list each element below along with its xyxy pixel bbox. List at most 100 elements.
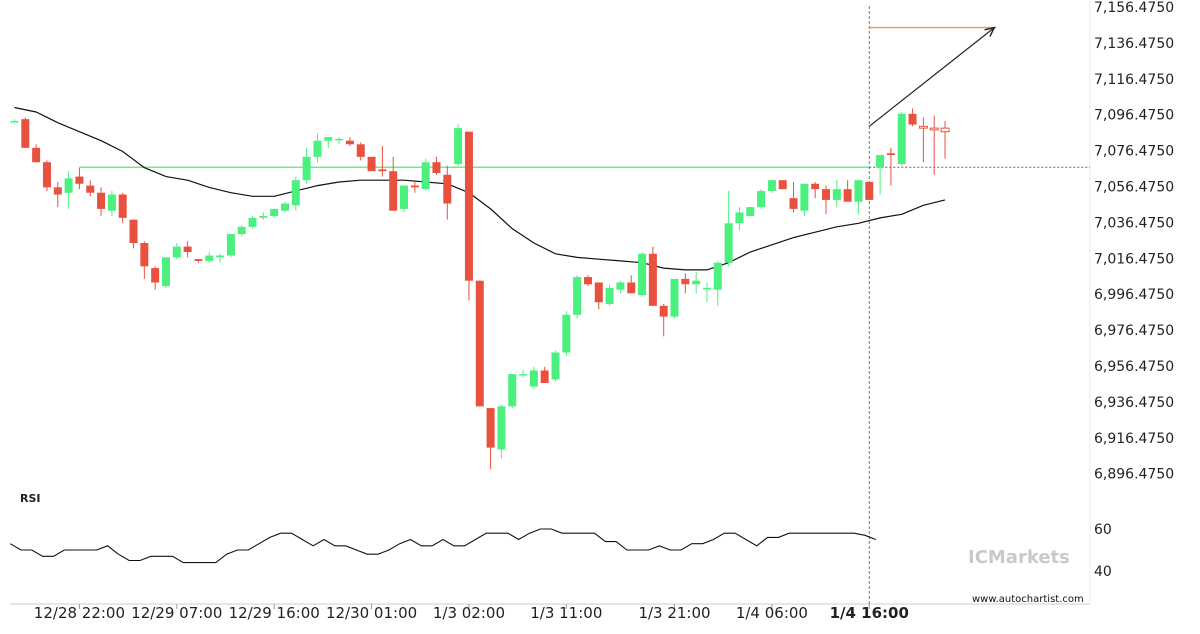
forecast-arrow-shaft	[868, 27, 995, 127]
candle	[335, 137, 344, 145]
candle-body	[529, 370, 538, 387]
candle	[97, 187, 106, 217]
price-tick-label: 7,096.4750	[1094, 108, 1174, 124]
candle-body	[778, 180, 787, 190]
candle-body	[270, 208, 279, 217]
candle	[897, 111, 906, 166]
candle-body	[822, 189, 830, 200]
candle-body	[443, 174, 452, 204]
rsi-title: RSI	[20, 492, 41, 505]
candle	[918, 117, 928, 163]
candle-body	[918, 125, 928, 129]
candle	[540, 366, 549, 384]
candle-body	[583, 277, 592, 285]
candle	[53, 181, 62, 208]
candle	[140, 241, 149, 279]
candle-body	[508, 374, 517, 407]
candle	[32, 144, 41, 163]
candle-body	[389, 171, 398, 211]
candle	[107, 190, 116, 217]
candle	[886, 147, 895, 186]
price-tick-label: 6,896.4750	[1094, 467, 1174, 483]
candle-body	[897, 113, 906, 165]
candle	[389, 156, 398, 211]
candle	[908, 108, 917, 127]
candle-body	[562, 314, 571, 353]
candle	[345, 137, 354, 147]
candle	[10, 119, 19, 123]
candle	[161, 257, 170, 288]
rsi-panel: RSI 60 40	[9, 492, 1112, 580]
candle	[648, 246, 657, 306]
time-tick-label: 1/4 06:00	[736, 604, 808, 622]
candle	[421, 158, 430, 191]
candle	[21, 117, 30, 148]
forecast-arrow-head	[984, 26, 996, 37]
candle-body	[86, 185, 95, 193]
candle	[486, 408, 495, 470]
candle	[551, 350, 560, 382]
levels	[79, 6, 1090, 604]
candle-body	[42, 162, 51, 188]
candle	[129, 219, 138, 249]
candle	[681, 273, 690, 294]
candle-body	[97, 192, 106, 209]
candle	[843, 180, 852, 202]
candle-body	[767, 180, 776, 191]
candle	[735, 207, 744, 231]
candle	[519, 370, 528, 378]
candle	[248, 216, 257, 229]
candle-body	[161, 257, 170, 287]
candle	[594, 282, 603, 310]
candles-layer	[10, 108, 950, 470]
candle-body	[605, 287, 614, 305]
candle	[42, 160, 51, 191]
candle-body	[226, 234, 235, 256]
candle-body	[400, 185, 409, 209]
candle	[832, 180, 841, 208]
candle-body	[53, 187, 62, 195]
time-tick-label: 1/3 11:00	[530, 604, 602, 622]
candle-body	[908, 113, 917, 125]
candle-body	[367, 156, 376, 172]
candle	[183, 241, 192, 258]
candle	[464, 131, 473, 301]
candle	[767, 180, 776, 193]
candle-body	[248, 217, 257, 227]
candle-body	[194, 259, 203, 261]
candle-body	[681, 278, 690, 285]
candle-body	[324, 137, 333, 141]
moving-average-layer	[14, 106, 946, 271]
candle-body	[64, 178, 73, 193]
candle-body	[746, 207, 755, 217]
time-tick-label: 12/30 01:00	[326, 604, 417, 622]
credit-text: www.autochartist.com	[972, 594, 1084, 605]
time-tick-label: 1/3 21:00	[638, 604, 710, 622]
candle	[205, 251, 214, 263]
candle	[702, 282, 711, 303]
candle-body	[464, 131, 473, 281]
candle-body	[216, 255, 225, 258]
candle	[410, 181, 419, 193]
candle	[746, 207, 755, 217]
candle	[811, 181, 820, 199]
time-tick-label: 1/4 16:00	[830, 604, 909, 622]
candle-body	[281, 203, 289, 211]
price-tick-label: 7,016.4750	[1094, 251, 1174, 267]
candle	[281, 201, 289, 213]
candle	[313, 133, 322, 163]
branding: ICMarkets www.autochartist.com	[968, 547, 1084, 605]
candle-body	[75, 176, 84, 184]
candle	[529, 366, 538, 389]
candle	[638, 251, 647, 297]
candle-body	[140, 242, 149, 267]
candle	[583, 275, 592, 287]
candle	[573, 275, 582, 319]
candle	[259, 212, 268, 220]
price-tick-label: 7,076.4750	[1094, 144, 1174, 160]
candle	[216, 253, 225, 263]
candle	[443, 165, 452, 220]
rsi-tick-label: 60	[1094, 522, 1112, 538]
candle-body	[800, 183, 809, 211]
